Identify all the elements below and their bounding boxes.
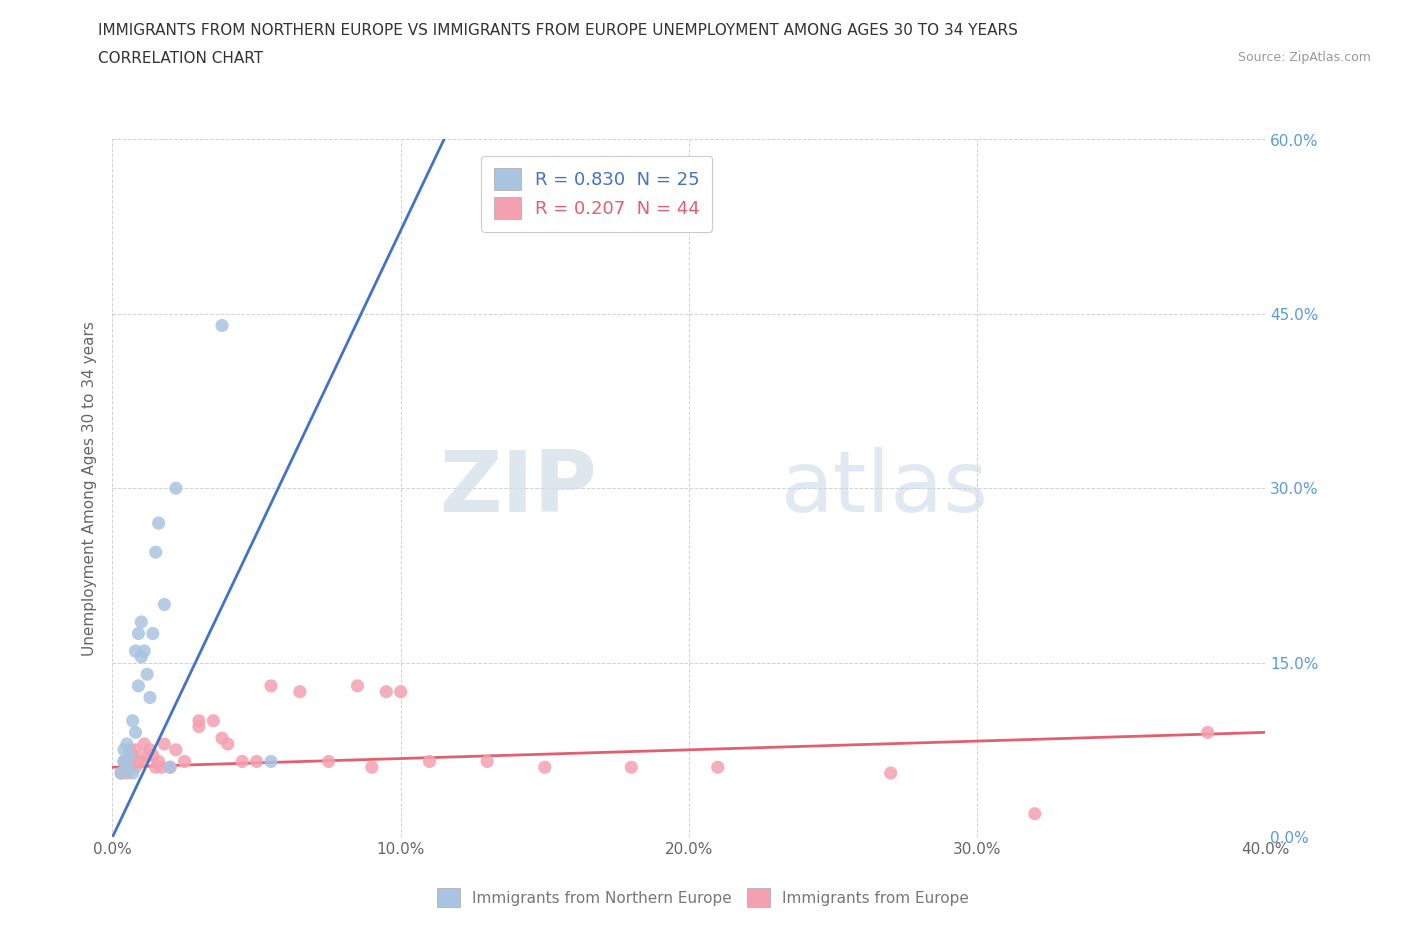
Point — [118, 748, 141, 763]
Point — [150, 760, 173, 775]
Point — [620, 760, 643, 775]
Point — [419, 754, 441, 769]
Text: CORRELATION CHART: CORRELATION CHART — [98, 51, 263, 66]
Point — [1024, 806, 1046, 821]
Point — [159, 760, 181, 775]
Point — [129, 754, 153, 769]
Point — [288, 684, 311, 699]
Text: ZIP: ZIP — [439, 446, 596, 530]
Point — [124, 644, 146, 658]
Point — [360, 760, 382, 775]
Point — [110, 765, 132, 780]
Point — [129, 649, 153, 664]
Point — [211, 318, 233, 333]
Point — [880, 765, 903, 780]
Point — [533, 760, 555, 775]
Point — [118, 742, 141, 757]
Point — [134, 737, 156, 751]
Point — [318, 754, 340, 769]
Point — [124, 760, 146, 775]
Point — [389, 684, 412, 699]
Point — [260, 679, 283, 694]
Point — [115, 765, 138, 780]
Point — [188, 719, 211, 734]
Point — [129, 615, 153, 630]
Point — [121, 748, 143, 763]
Point — [148, 754, 170, 769]
Text: IMMIGRANTS FROM NORTHERN EUROPE VS IMMIGRANTS FROM EUROPE UNEMPLOYMENT AMONG AGE: IMMIGRANTS FROM NORTHERN EUROPE VS IMMIG… — [98, 23, 1018, 38]
Point — [121, 765, 143, 780]
Point — [1197, 725, 1219, 740]
Point — [217, 737, 239, 751]
Point — [159, 760, 181, 775]
Point — [139, 742, 162, 757]
Legend: R = 0.830  N = 25, R = 0.207  N = 44: R = 0.830 N = 25, R = 0.207 N = 44 — [481, 155, 713, 232]
Point — [165, 742, 187, 757]
Point — [706, 760, 728, 775]
Point — [145, 760, 167, 775]
Point — [127, 626, 149, 641]
Point — [112, 742, 135, 757]
Point — [139, 690, 162, 705]
Point — [121, 713, 143, 728]
Point — [115, 760, 138, 775]
Legend: Immigrants from Northern Europe, Immigrants from Europe: Immigrants from Northern Europe, Immigra… — [430, 883, 976, 913]
Point — [112, 754, 135, 769]
Point — [153, 597, 176, 612]
Point — [260, 754, 283, 769]
Point — [475, 754, 498, 769]
Point — [145, 545, 167, 560]
Text: Source: ZipAtlas.com: Source: ZipAtlas.com — [1237, 51, 1371, 64]
Point — [165, 481, 187, 496]
Point — [118, 760, 141, 775]
Point — [134, 644, 156, 658]
Point — [127, 679, 149, 694]
Point — [188, 713, 211, 728]
Point — [124, 742, 146, 757]
Point — [153, 737, 176, 751]
Y-axis label: Unemployment Among Ages 30 to 34 years: Unemployment Among Ages 30 to 34 years — [82, 321, 97, 656]
Point — [112, 754, 135, 769]
Text: atlas: atlas — [782, 446, 990, 530]
Point — [211, 731, 233, 746]
Point — [142, 748, 165, 763]
Point — [346, 679, 368, 694]
Point — [136, 667, 159, 682]
Point — [127, 754, 149, 769]
Point — [136, 748, 159, 763]
Point — [148, 515, 170, 530]
Point — [231, 754, 253, 769]
Point — [173, 754, 195, 769]
Point — [115, 760, 138, 775]
Point — [375, 684, 398, 699]
Point — [202, 713, 225, 728]
Point — [110, 765, 132, 780]
Point — [124, 725, 146, 740]
Point — [245, 754, 267, 769]
Point — [115, 737, 138, 751]
Point — [142, 626, 165, 641]
